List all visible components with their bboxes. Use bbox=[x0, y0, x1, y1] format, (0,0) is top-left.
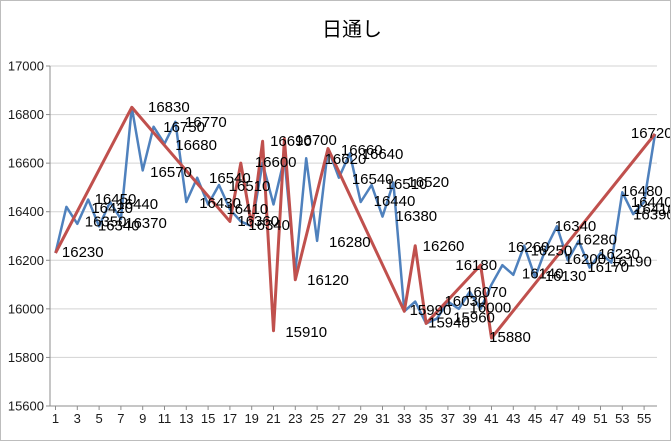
x-tick-label: 39 bbox=[462, 411, 476, 426]
x-tick-label: 29 bbox=[353, 411, 367, 426]
x-tick-label: 53 bbox=[615, 411, 629, 426]
data-label: 16600 bbox=[255, 154, 297, 171]
data-label: 16640 bbox=[362, 146, 404, 163]
y-tick-label: 16000 bbox=[8, 301, 44, 316]
data-label: 16260 bbox=[423, 238, 465, 255]
data-label: 16250 bbox=[531, 243, 573, 260]
data-label: 16480 bbox=[621, 183, 663, 200]
series-blue-line[interactable] bbox=[54, 106, 657, 325]
x-tick-label: 51 bbox=[593, 411, 607, 426]
data-label: 16340 bbox=[98, 217, 140, 234]
data-label: 16690 bbox=[270, 133, 312, 150]
data-label: 15880 bbox=[489, 329, 531, 346]
data-label: 16340 bbox=[248, 217, 290, 234]
data-label: 16120 bbox=[307, 272, 349, 289]
data-label: 16000 bbox=[470, 300, 512, 317]
data-label: 16440 bbox=[374, 193, 416, 210]
data-label: 16340 bbox=[555, 218, 597, 235]
x-tick-label: 45 bbox=[528, 411, 542, 426]
data-label: 16450 bbox=[95, 191, 137, 208]
data-label: 16720 bbox=[631, 125, 671, 142]
x-tick-label: 31 bbox=[375, 411, 389, 426]
data-label: 16200 bbox=[564, 251, 606, 268]
data-label: 15910 bbox=[285, 324, 327, 341]
x-tick-label: 1 bbox=[52, 411, 59, 426]
data-label: 16260 bbox=[508, 239, 550, 256]
y-tick-label: 16600 bbox=[8, 156, 44, 171]
data-label: 16190 bbox=[610, 253, 652, 270]
chart-title: 日通し bbox=[322, 17, 382, 41]
data-label: 16420 bbox=[91, 200, 133, 217]
y-tick-label: 16800 bbox=[8, 107, 44, 122]
x-tick-label: 43 bbox=[506, 411, 520, 426]
data-label: 15960 bbox=[453, 309, 495, 326]
data-label: 16180 bbox=[455, 257, 497, 274]
data-label: 16130 bbox=[545, 268, 587, 285]
x-tick-label: 15 bbox=[201, 411, 215, 426]
data-label: 15990 bbox=[410, 302, 452, 319]
x-tick-label: 19 bbox=[244, 411, 258, 426]
data-label: 16280 bbox=[575, 232, 617, 249]
x-tick-label: 55 bbox=[637, 411, 651, 426]
data-label: 16510 bbox=[229, 178, 271, 195]
data-label: 16680 bbox=[175, 137, 217, 154]
x-tick-label: 49 bbox=[571, 411, 585, 426]
x-tick-label: 5 bbox=[95, 411, 102, 426]
data-label: 16540 bbox=[209, 170, 251, 187]
data-label: 16510 bbox=[386, 176, 428, 193]
data-label: 16520 bbox=[407, 174, 449, 191]
y-tick-label: 15600 bbox=[8, 399, 44, 414]
x-tick-label: 17 bbox=[223, 411, 237, 426]
x-tick-label: 37 bbox=[441, 411, 455, 426]
y-tick-label: 17000 bbox=[8, 59, 44, 74]
data-label: 16370 bbox=[125, 215, 167, 232]
y-tick-label: 16200 bbox=[8, 253, 44, 268]
data-label: 16280 bbox=[329, 234, 371, 251]
data-label: 16540 bbox=[352, 171, 394, 188]
data-label: 16830 bbox=[148, 99, 190, 116]
data-label: 16750 bbox=[163, 119, 205, 136]
x-tick-label: 9 bbox=[139, 411, 146, 426]
data-label: 16770 bbox=[185, 114, 227, 131]
x-tick-label: 33 bbox=[397, 411, 411, 426]
data-label: 16410 bbox=[226, 201, 268, 218]
x-tick-label: 13 bbox=[179, 411, 193, 426]
x-tick-label: 41 bbox=[484, 411, 498, 426]
y-tick-label: 15800 bbox=[8, 350, 44, 365]
data-label: 16230 bbox=[62, 244, 104, 261]
x-tick-label: 7 bbox=[117, 411, 124, 426]
data-label: 16700 bbox=[295, 132, 337, 149]
data-label: 16030 bbox=[444, 293, 486, 310]
x-tick-label: 25 bbox=[310, 411, 324, 426]
data-label: 16170 bbox=[587, 259, 629, 276]
x-tick-label: 47 bbox=[550, 411, 564, 426]
data-label: 16390 bbox=[633, 207, 671, 224]
x-tick-label: 23 bbox=[288, 411, 302, 426]
data-label: 16380 bbox=[395, 208, 437, 225]
data-label: 16620 bbox=[325, 151, 367, 168]
x-tick-label: 27 bbox=[332, 411, 346, 426]
data-label: 16360 bbox=[237, 213, 279, 230]
series-red-line[interactable] bbox=[54, 105, 657, 340]
data-label: 16440 bbox=[631, 194, 671, 211]
x-tick-label: 3 bbox=[74, 411, 81, 426]
data-label: 15940 bbox=[428, 314, 470, 331]
data-label: 16070 bbox=[465, 284, 507, 301]
data-label: 16570 bbox=[150, 164, 192, 181]
data-label: 16660 bbox=[341, 142, 383, 159]
data-label: 16430 bbox=[199, 195, 241, 212]
data-label: 16230 bbox=[598, 246, 640, 263]
data-label: 16440 bbox=[116, 196, 158, 213]
data-label: 16350 bbox=[85, 213, 127, 230]
x-tick-label: 21 bbox=[266, 411, 280, 426]
y-tick-label: 16400 bbox=[8, 204, 44, 219]
data-label: 16140 bbox=[522, 266, 564, 283]
x-tick-label: 35 bbox=[419, 411, 433, 426]
x-tick-label: 11 bbox=[158, 411, 172, 426]
data-label: 16410 bbox=[634, 201, 671, 218]
